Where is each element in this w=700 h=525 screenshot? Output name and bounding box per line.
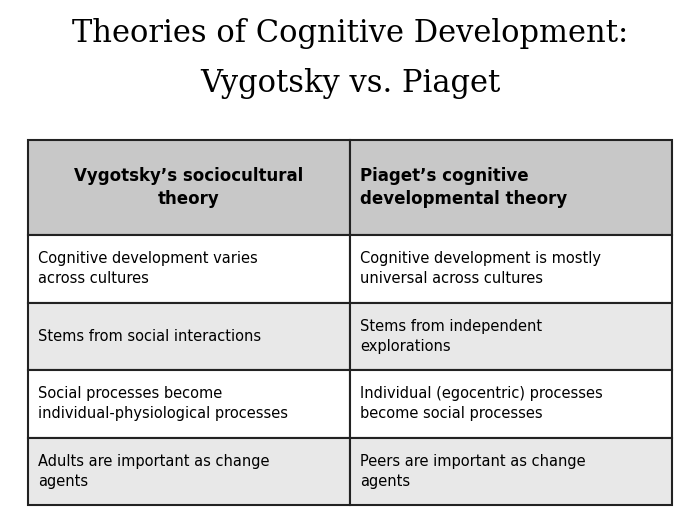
Bar	[350, 437, 672, 505]
Text: Stems from independent
explorations: Stems from independent explorations	[360, 319, 542, 354]
Text: Adults are important as change
agents: Adults are important as change agents	[38, 454, 270, 489]
Text: Cognitive development varies
across cultures: Cognitive development varies across cult…	[38, 251, 258, 286]
Text: Stems from social interactions: Stems from social interactions	[38, 329, 261, 344]
Bar	[350, 370, 672, 437]
Bar	[28, 302, 350, 370]
Bar	[28, 140, 350, 235]
Bar	[350, 235, 672, 302]
Bar	[350, 140, 672, 235]
Text: Piaget’s cognitive
developmental theory: Piaget’s cognitive developmental theory	[360, 167, 567, 208]
Bar	[350, 302, 672, 370]
Bar	[28, 235, 350, 302]
Text: Theories of Cognitive Development:: Theories of Cognitive Development:	[72, 18, 628, 49]
Text: Social processes become
individual-physiological processes: Social processes become individual-physi…	[38, 386, 288, 421]
Bar	[28, 370, 350, 437]
Bar	[28, 437, 350, 505]
Text: Vygotsky vs. Piaget: Vygotsky vs. Piaget	[200, 68, 500, 99]
Text: Vygotsky’s sociocultural
theory: Vygotsky’s sociocultural theory	[74, 167, 304, 208]
Text: Peers are important as change
agents: Peers are important as change agents	[360, 454, 586, 489]
Text: Cognitive development is mostly
universal across cultures: Cognitive development is mostly universa…	[360, 251, 601, 286]
Text: Individual (egocentric) processes
become social processes: Individual (egocentric) processes become…	[360, 386, 603, 421]
